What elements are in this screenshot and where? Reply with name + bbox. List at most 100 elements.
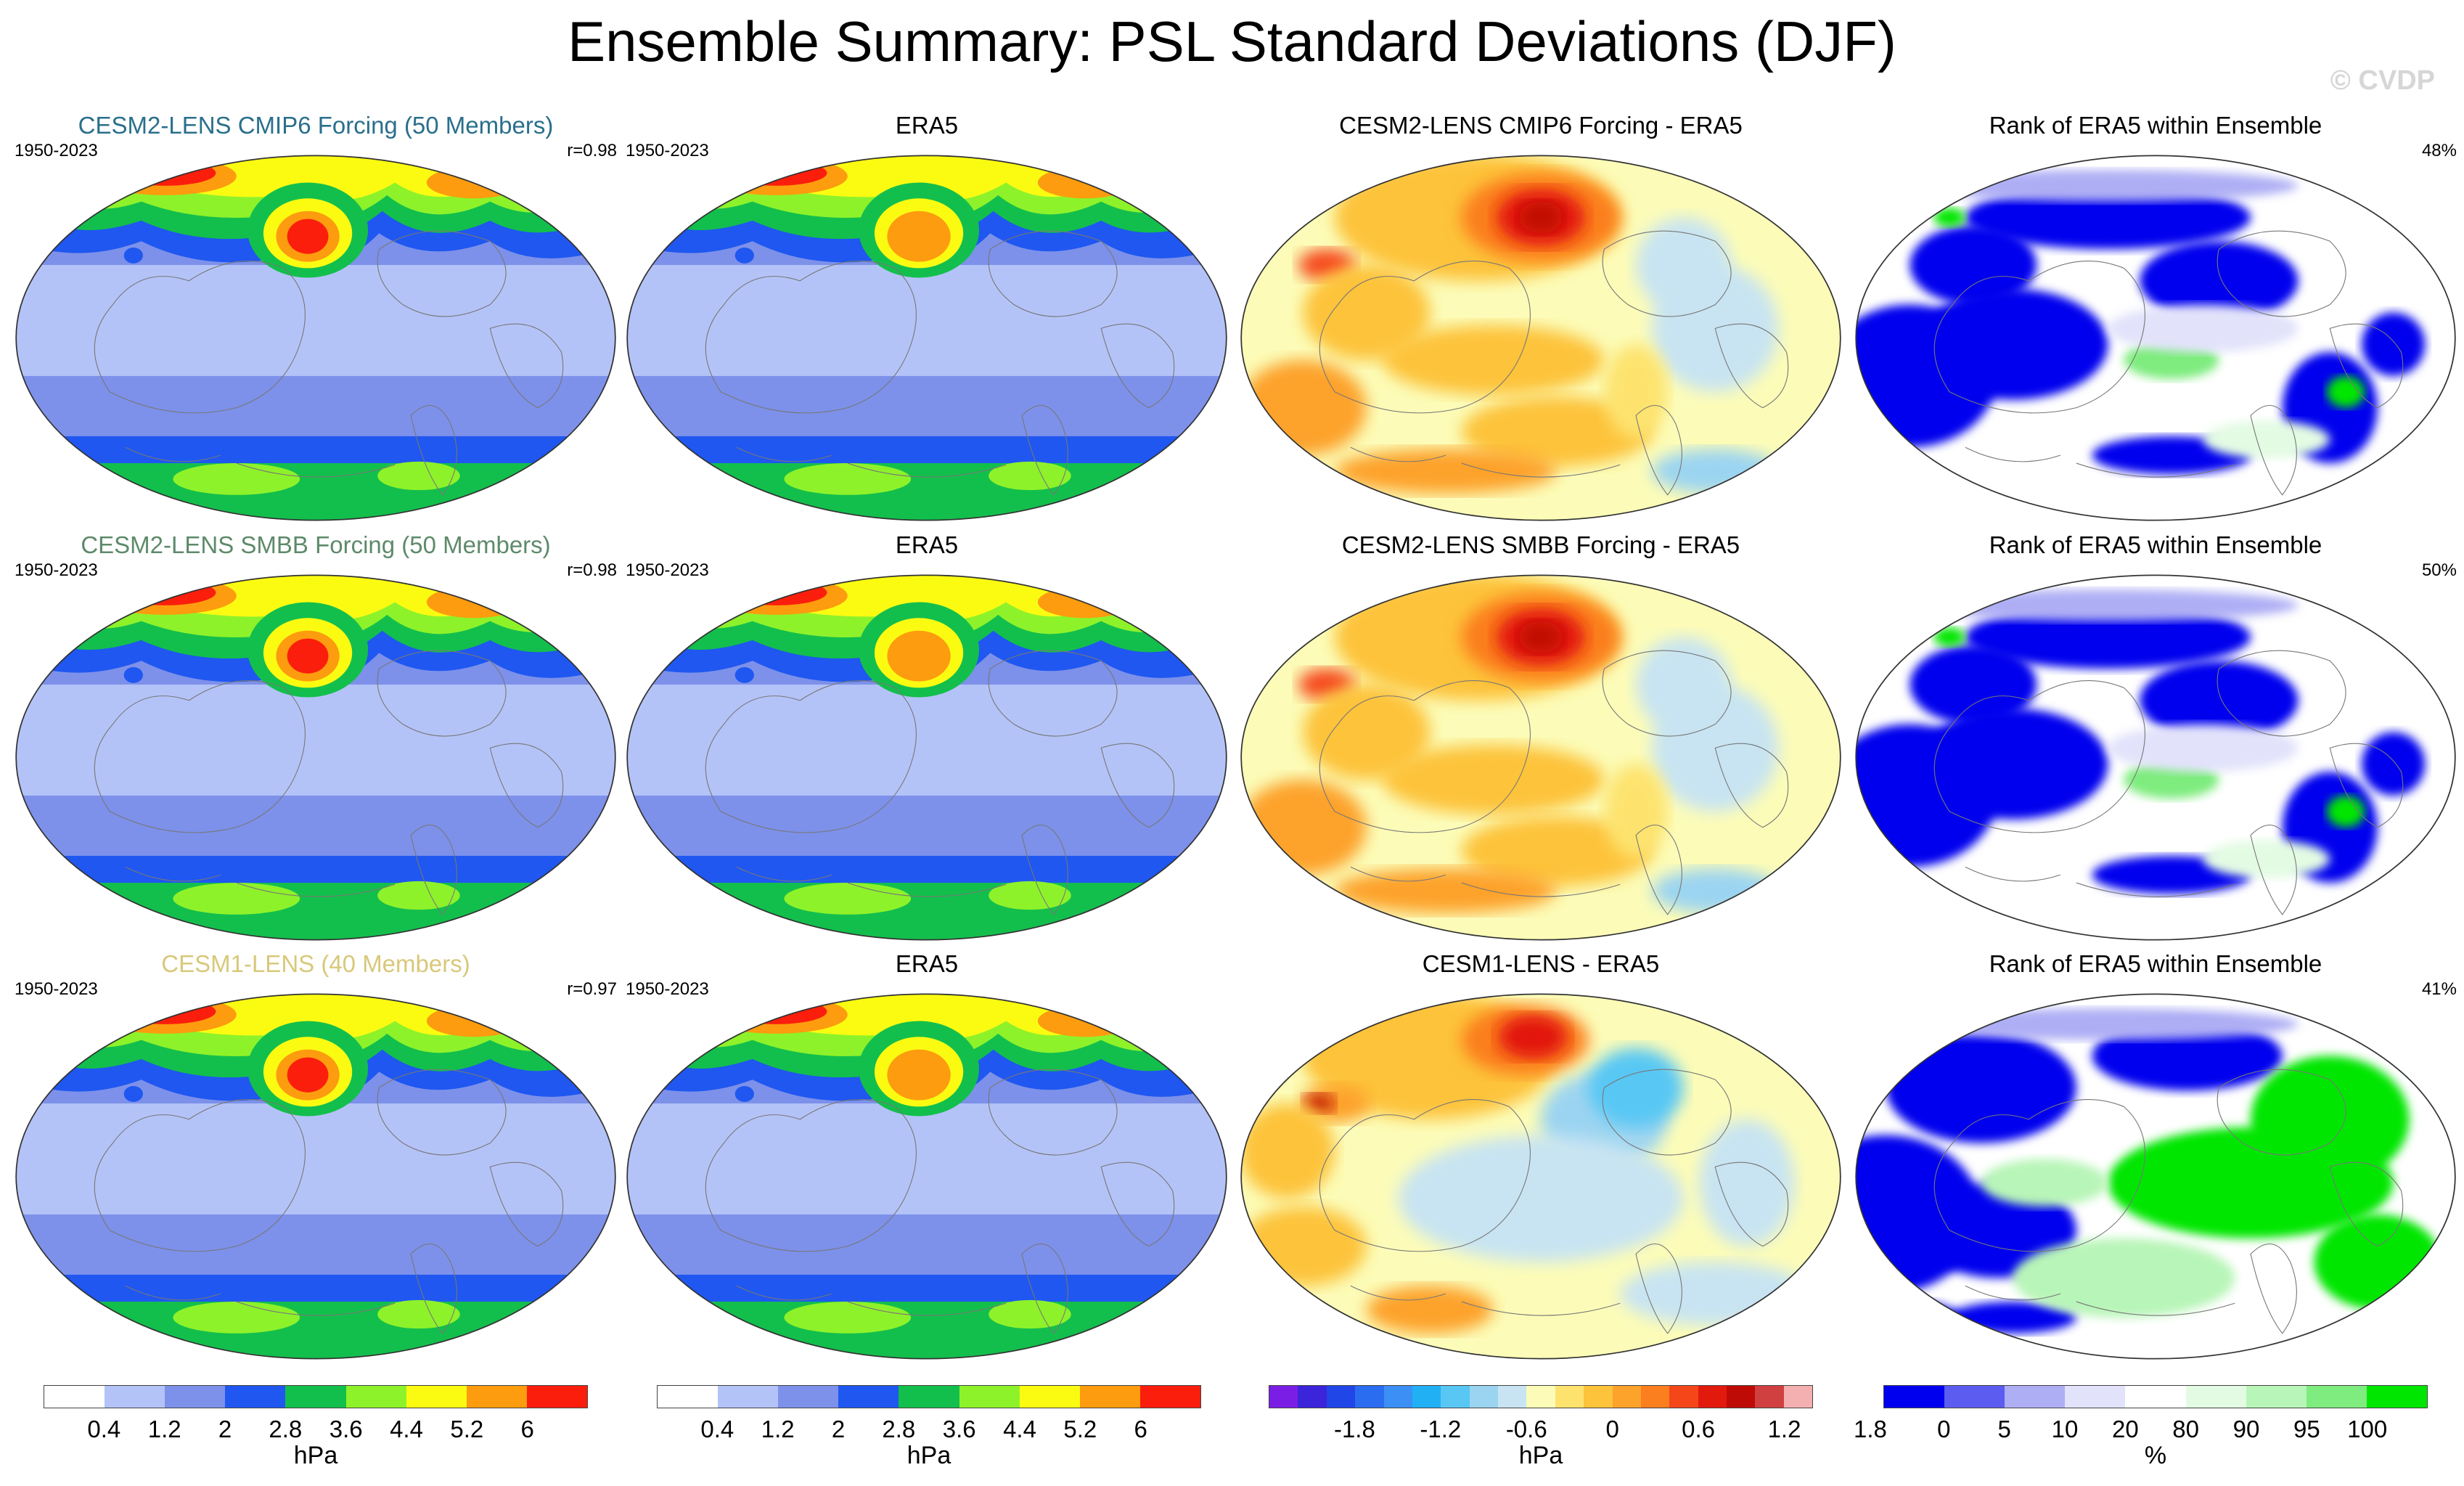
obs-stddev-map-row3: [626, 993, 1227, 1360]
colorbar-swatch: [959, 1386, 1020, 1408]
model-stddev-title-row1: CESM2-LENS CMIP6 Forcing (50 Members): [78, 112, 554, 139]
model-stddev-title-row3: CESM1-LENS (40 Members): [161, 950, 470, 977]
colorbar-swatch: [1944, 1386, 2005, 1408]
colorbar-swatch: [1698, 1386, 1727, 1408]
colorbar-swatch: [1640, 1386, 1670, 1408]
difference-map-row2: [1240, 574, 1841, 941]
rank-corner-label-row3: 41%: [2421, 979, 2457, 999]
colorbar-swatch: [658, 1386, 719, 1408]
colorbar-swatch: [1555, 1386, 1584, 1408]
model-stddev-map-row3: [15, 993, 616, 1360]
model-stddev-years-row2: 1950-2023: [15, 560, 98, 580]
colorbar-tick-label: 2: [831, 1416, 846, 1442]
colorbar-tick-label: -1.8: [1333, 1416, 1375, 1442]
difference-title-row2: CESM2-LENS SMBB Forcing - ERA5: [1341, 531, 1740, 558]
colorbar-tick-label: 3.6: [329, 1416, 363, 1442]
colorbar-tick-label: 5.2: [1063, 1416, 1097, 1442]
colorbar-swatch: [2306, 1386, 2367, 1408]
obs-stddev-title-row1: ERA5: [895, 112, 959, 139]
colorbar-tick-label: -1.2: [1420, 1416, 1462, 1442]
colorbar-tick-label: 1.2: [147, 1416, 181, 1442]
obs-stddev-years-row1: 1950-2023: [626, 141, 709, 160]
model-stddev-map-row1: [15, 155, 616, 521]
colorbar-4: [1883, 1385, 2428, 1408]
difference-title-row1: CESM2-LENS CMIP6 Forcing - ERA5: [1339, 112, 1743, 139]
cvdp-watermark: © CVDP: [2330, 65, 2435, 96]
colorbar-tick-label: 90: [2232, 1416, 2260, 1442]
colorbar-2: [657, 1385, 1201, 1408]
model-stddev-corner-label-row1: r=0.98: [567, 141, 617, 160]
colorbar-tick-label: 10: [2051, 1416, 2079, 1442]
obs-stddev-years-row3: 1950-2023: [626, 979, 709, 999]
colorbar-3: [1269, 1385, 1813, 1408]
rank-title-row1: Rank of ERA5 within Ensemble: [1989, 112, 2322, 139]
colorbar-tick-label: 4.4: [1003, 1416, 1036, 1442]
colorbar-swatch: [1526, 1386, 1555, 1408]
colorbar-swatch: [1727, 1386, 1756, 1408]
colorbar-tick-label: 1.2: [761, 1416, 795, 1442]
colorbar-swatch: [285, 1386, 346, 1408]
colorbar-swatch: [1355, 1386, 1384, 1408]
colorbar-swatch: [1079, 1386, 1140, 1408]
colorbar-tick-label: 0: [1605, 1416, 1619, 1442]
colorbar-tick-label: 4.4: [390, 1416, 423, 1442]
colorbar-tick-label: 2.8: [269, 1416, 303, 1442]
colorbar-unit-label: %: [2144, 1442, 2167, 1469]
colorbar-swatch: [44, 1386, 105, 1408]
rank-map-row1: [1855, 155, 2456, 521]
colorbar-tick-label: 1.2: [1767, 1416, 1801, 1442]
colorbar-swatch: [1269, 1386, 1298, 1408]
colorbar-swatch: [1755, 1386, 1784, 1408]
difference-map-row3: [1240, 993, 1841, 1360]
colorbar-swatch: [2366, 1386, 2427, 1408]
colorbar-swatch: [406, 1386, 467, 1408]
colorbar-tick-label: 2.8: [882, 1416, 916, 1442]
obs-stddev-title-row2: ERA5: [895, 531, 959, 558]
colorbar-tick-label: 6: [520, 1416, 534, 1442]
rank-map-row2: [1855, 574, 2456, 941]
rank-title-row2: Rank of ERA5 within Ensemble: [1989, 531, 2322, 558]
rank-corner-label-row2: 50%: [2421, 560, 2457, 580]
colorbar-tick-label: 0.4: [87, 1416, 121, 1442]
difference-map-row1: [1240, 155, 1841, 521]
colorbar-swatch: [2246, 1386, 2307, 1408]
rank-map-row3: [1855, 993, 2456, 1360]
colorbar-swatch: [718, 1386, 779, 1408]
colorbar-swatch: [2005, 1386, 2066, 1408]
model-stddev-corner-label-row2: r=0.98: [567, 560, 617, 580]
colorbar-swatch: [778, 1386, 839, 1408]
colorbar-swatch: [838, 1386, 899, 1408]
colorbar-swatch: [2065, 1386, 2126, 1408]
colorbar-swatch: [345, 1386, 406, 1408]
colorbar-tick-label: 0.4: [700, 1416, 734, 1442]
colorbar-tick-label: 6: [1134, 1416, 1147, 1442]
obs-stddev-map-row2: [626, 574, 1227, 941]
colorbar-swatch: [1584, 1386, 1613, 1408]
colorbar-tick-label: 0.6: [1682, 1416, 1716, 1442]
colorbar-swatch: [466, 1386, 527, 1408]
colorbar-swatch: [1884, 1386, 1945, 1408]
model-stddev-years-row1: 1950-2023: [15, 141, 98, 160]
colorbar-swatch: [1412, 1386, 1441, 1408]
colorbar-swatch: [165, 1386, 226, 1408]
colorbar-1: [44, 1385, 588, 1408]
colorbar-unit-label: hPa: [906, 1442, 951, 1469]
colorbar-tick-label: 100: [2347, 1416, 2388, 1442]
colorbar-swatch: [1441, 1386, 1470, 1408]
figure-title: Ensemble Summary: PSL Standard Deviation…: [568, 9, 1896, 73]
colorbar-swatch: [1383, 1386, 1412, 1408]
obs-stddev-years-row2: 1950-2023: [626, 560, 709, 580]
colorbar-swatch: [1298, 1386, 1327, 1408]
colorbar-unit-label: hPa: [293, 1442, 338, 1469]
colorbar-tick-label: 5: [1997, 1416, 2011, 1442]
colorbar-tick-label: 1.8: [1854, 1416, 1887, 1442]
colorbar-tick-label: 80: [2172, 1416, 2200, 1442]
obs-stddev-map-row1: [626, 155, 1227, 521]
model-stddev-years-row3: 1950-2023: [15, 979, 98, 999]
colorbar-tick-label: 0: [1937, 1416, 1951, 1442]
rank-title-row3: Rank of ERA5 within Ensemble: [1989, 950, 2322, 977]
colorbar-swatch: [1469, 1386, 1498, 1408]
colorbar-tick-label: 3.6: [942, 1416, 976, 1442]
colorbar-tick-label: 20: [2111, 1416, 2139, 1442]
colorbar-swatch: [105, 1386, 165, 1408]
